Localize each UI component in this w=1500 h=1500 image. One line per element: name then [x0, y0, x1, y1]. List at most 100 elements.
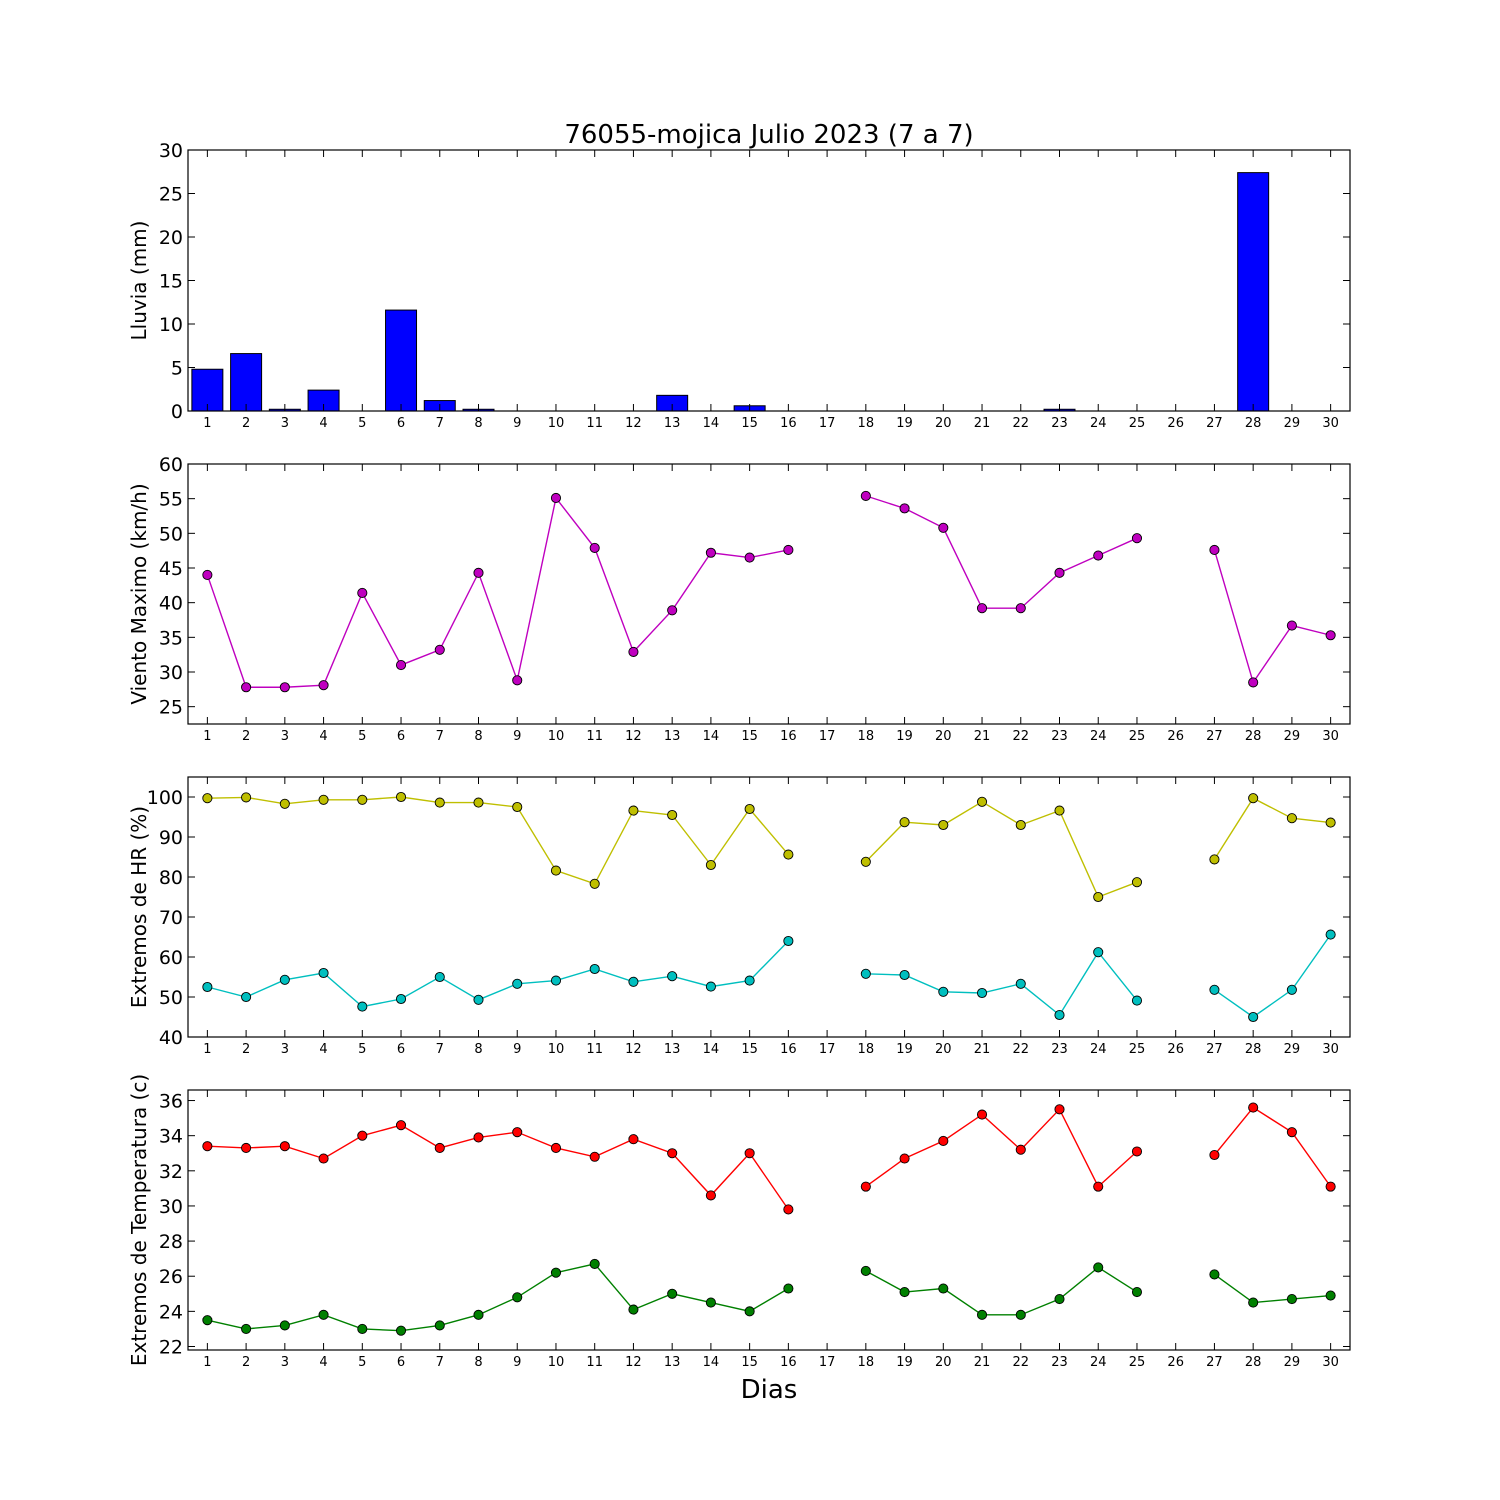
- series-2-point-day-28: [1248, 1011, 1259, 1023]
- bar-day-2: [230, 353, 263, 412]
- x-tick-label: 30: [1322, 1355, 1339, 1370]
- series-1-point-day-24: [1093, 550, 1104, 561]
- x-tick-label: 22: [1012, 729, 1029, 744]
- x-tick-label: 21: [974, 416, 991, 431]
- x-tick-label: 22: [1012, 1042, 1029, 1057]
- series-2-point-day-20: [938, 1283, 949, 1294]
- series-1-point-day-5: [357, 1130, 368, 1141]
- y-tick-label: 60: [159, 454, 183, 476]
- x-tick-label: 29: [1284, 416, 1301, 431]
- x-tick-label: 14: [703, 1355, 720, 1370]
- series-2-point-day-10: [550, 975, 562, 986]
- series-2-point-day-8: [473, 994, 484, 1005]
- series-1-point-day-16: [783, 849, 794, 860]
- series-1-point-day-14: [705, 1190, 716, 1201]
- series-2-line-segment: [1214, 934, 1332, 1018]
- series-1-point-day-14: [705, 547, 716, 558]
- series-2-point-day-19: [899, 1286, 910, 1298]
- series-2-point-day-4: [318, 1309, 329, 1320]
- series-2-point-day-11: [589, 1258, 600, 1269]
- y-tick-label: 45: [159, 558, 183, 580]
- x-tick-label: 26: [1167, 1355, 1184, 1370]
- x-tick-label: 6: [397, 729, 405, 744]
- x-tick-label: 21: [974, 729, 991, 744]
- series-1-point-day-23: [1054, 805, 1065, 816]
- series-1-point-day-4: [318, 680, 329, 691]
- y-tick-label: 30: [159, 140, 183, 162]
- x-tick-label: 17: [819, 1355, 836, 1370]
- x-tick-label: 19: [896, 1355, 913, 1370]
- series-2-point-day-2: [241, 1323, 252, 1334]
- chart-title: 76055-mojica Julio 2023 (7 a 7): [564, 120, 973, 150]
- x-tick-label: 7: [436, 1355, 444, 1370]
- series-1-point-day-13: [667, 809, 678, 821]
- x-tick-label: 1: [203, 416, 211, 431]
- series-1-point-day-9: [512, 1127, 523, 1138]
- series-2-line-segment: [207, 1263, 789, 1332]
- series-2-point-day-18: [860, 1265, 871, 1276]
- x-tick-label: 16: [780, 1355, 797, 1370]
- x-tick-label: 4: [319, 416, 327, 431]
- x-tick-label: 29: [1284, 1042, 1301, 1057]
- x-tick-label: 13: [664, 416, 681, 431]
- series-2-point-day-18: [860, 968, 871, 979]
- y-axis-label: Lluvia (mm): [127, 221, 151, 341]
- plot-frame: [187, 1089, 1351, 1351]
- x-tick-label: 20: [935, 416, 952, 431]
- series-2-line-segment: [1214, 1273, 1331, 1304]
- x-tick-label: 24: [1090, 729, 1107, 744]
- x-tick-label: 30: [1322, 416, 1339, 431]
- series-1-point-day-3: [279, 798, 290, 809]
- series-2-point-day-29: [1286, 1294, 1297, 1305]
- x-tick-label: 20: [935, 1042, 952, 1057]
- series-1-point-day-1: [202, 793, 213, 804]
- series-2-point-day-30: [1325, 929, 1336, 940]
- series-1-point-day-3: [279, 682, 290, 693]
- series-2-point-day-13: [667, 1288, 678, 1299]
- series-1-point-day-7: [434, 797, 445, 808]
- series-1-line-segment: [865, 495, 1138, 609]
- x-tick-label: 19: [896, 729, 913, 744]
- series-1-point-day-8: [473, 567, 484, 578]
- series-2-point-day-19: [899, 969, 910, 981]
- series-2-point-day-27: [1209, 984, 1220, 995]
- x-tick-label: 12: [625, 1042, 642, 1057]
- series-1-point-day-21: [976, 603, 988, 614]
- series-1-point-day-10: [550, 1142, 562, 1154]
- x-tick-label: 15: [741, 416, 758, 431]
- series-1-point-day-10: [550, 492, 562, 504]
- x-tick-label: 6: [397, 1042, 405, 1057]
- x-tick-label: 9: [513, 1042, 521, 1057]
- series-1-point-day-13: [667, 605, 678, 616]
- x-tick-label: 25: [1129, 1042, 1146, 1057]
- y-tick-label: 100: [147, 787, 183, 809]
- series-2-point-day-20: [938, 986, 949, 997]
- x-tick-label: 2: [242, 416, 250, 431]
- x-tick-label: 23: [1051, 1355, 1068, 1370]
- series-1-point-day-11: [589, 542, 600, 553]
- x-tick-label: 6: [397, 416, 405, 431]
- x-tick-label: 13: [664, 729, 681, 744]
- x-tick-label: 18: [858, 729, 875, 744]
- x-tick-label: 28: [1245, 1355, 1262, 1370]
- series-1-point-day-29: [1286, 1127, 1297, 1138]
- x-tick-label: 10: [548, 1042, 565, 1057]
- series-1-point-day-11: [589, 1151, 600, 1162]
- series-1-point-day-28: [1248, 793, 1259, 804]
- series-1-point-day-7: [434, 644, 445, 655]
- x-tick-label: 22: [1012, 416, 1029, 431]
- x-tick-label: 12: [625, 729, 642, 744]
- x-tick-label: 8: [474, 416, 482, 431]
- series-1-point-day-24: [1093, 891, 1104, 903]
- series-1-point-day-30: [1325, 817, 1336, 828]
- series-1-line-segment: [206, 496, 789, 688]
- series-2-point-day-2: [241, 991, 252, 1003]
- series-1-point-day-11: [589, 878, 600, 889]
- x-tick-label: 1: [203, 729, 211, 744]
- plot-frame: [187, 463, 1351, 725]
- series-2-point-day-7: [434, 1320, 445, 1331]
- x-tick-label: 8: [474, 729, 482, 744]
- x-tick-label: 22: [1012, 1355, 1029, 1370]
- x-tick-label: 12: [625, 1355, 642, 1370]
- x-axis-label: Dias: [741, 1375, 798, 1405]
